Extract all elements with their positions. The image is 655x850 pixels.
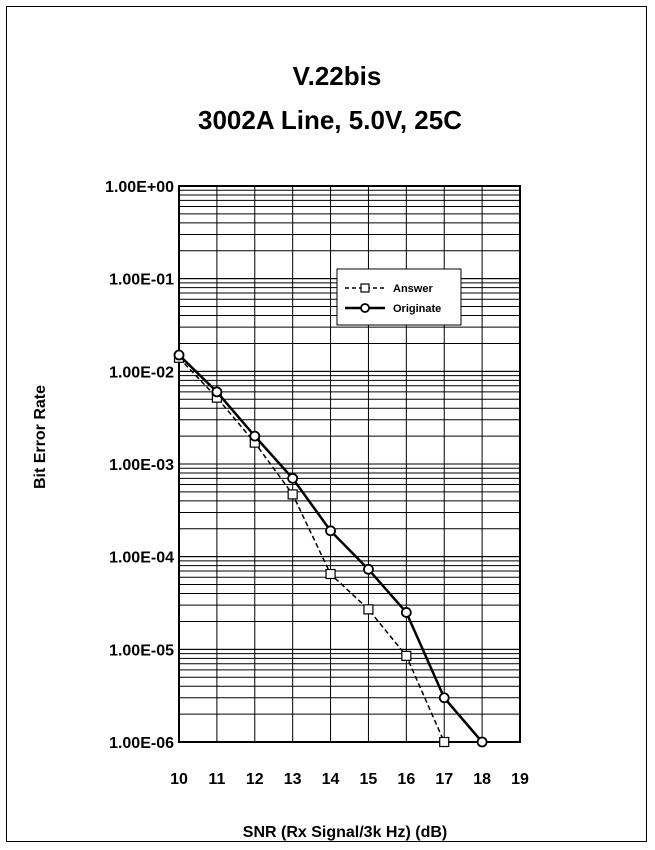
x-tick-label: 11 [208, 771, 225, 788]
y-tick-label: 1.00E-05 [109, 642, 174, 659]
chart-frame: V.22bis 3002A Line, 5.0V, 25C 1.00E+00 1.… [6, 6, 647, 842]
legend-marker-circle [360, 303, 370, 313]
chart-title: V.22bis 3002A Line, 5.0V, 25C [198, 61, 462, 135]
ber-chart: V.22bis 3002A Line, 5.0V, 25C 1.00E+001.… [32, 61, 529, 841]
x-tick-label: 10 [170, 771, 188, 788]
legend: Answer Originate [336, 268, 462, 326]
x-tick-label: 19 [511, 771, 529, 788]
data-point-originate [287, 472, 299, 484]
data-point-answer [287, 489, 298, 500]
legend-label: Originate [393, 303, 441, 315]
data-point-originate [211, 386, 223, 398]
x-tick-labels: 10 11 12 13 14 15 16 17 18 19 [170, 771, 529, 788]
y-tick-label: 1.00E-04 [109, 550, 174, 567]
chart-title-line-2: 3002A Line, 5.0V, 25C [198, 105, 462, 135]
x-tick-label: 18 [473, 771, 491, 788]
legend-box [336, 268, 462, 326]
plot-area [178, 185, 521, 743]
series-layer [173, 349, 488, 748]
legend-marker-square [360, 283, 370, 293]
data-point-originate [438, 692, 450, 704]
legend-label: Answer [393, 283, 433, 295]
x-tick-label: 14 [322, 771, 340, 788]
series-originate [173, 349, 488, 748]
series-line-answer [178, 357, 445, 743]
y-axis-label: Bit Error Rate [32, 385, 49, 489]
data-point-answer [439, 736, 450, 748]
data-point-originate [400, 607, 412, 618]
data-point-answer [363, 604, 374, 615]
x-tick-label: 12 [246, 771, 264, 788]
x-tick-label: 13 [284, 771, 302, 788]
legend-item-originate: Originate [345, 303, 441, 315]
x-axis-label: SNR (Rx Signal/3k Hz) (dB) [243, 824, 447, 841]
data-point-answer [401, 650, 412, 661]
chart-title-line-1: V.22bis [293, 61, 382, 91]
x-tick-label: 15 [360, 771, 378, 788]
data-point-originate [325, 525, 336, 537]
y-tick-label: 1.00E+00 [105, 179, 174, 196]
y-tick-label: 1.00E-02 [109, 364, 174, 381]
data-point-originate [249, 430, 261, 442]
x-tick-label: 17 [435, 771, 453, 788]
data-point-originate [363, 563, 374, 575]
y-tick-labels: 1.00E+00 1.00E-01 1.00E-02 1.00E-03 1.00E-04… [105, 179, 174, 752]
data-point-answer [325, 568, 336, 580]
y-tick-label: 1.00E-03 [109, 457, 174, 474]
y-tick-label: 1.00E-06 [109, 735, 174, 752]
data-point-originate [173, 349, 185, 361]
x-tick-label: 16 [397, 771, 415, 788]
y-tick-label: 1.00E-01 [109, 272, 174, 289]
data-point-originate [476, 736, 488, 748]
legend-item-answer: Answer [345, 283, 433, 295]
series-answer [173, 352, 450, 748]
